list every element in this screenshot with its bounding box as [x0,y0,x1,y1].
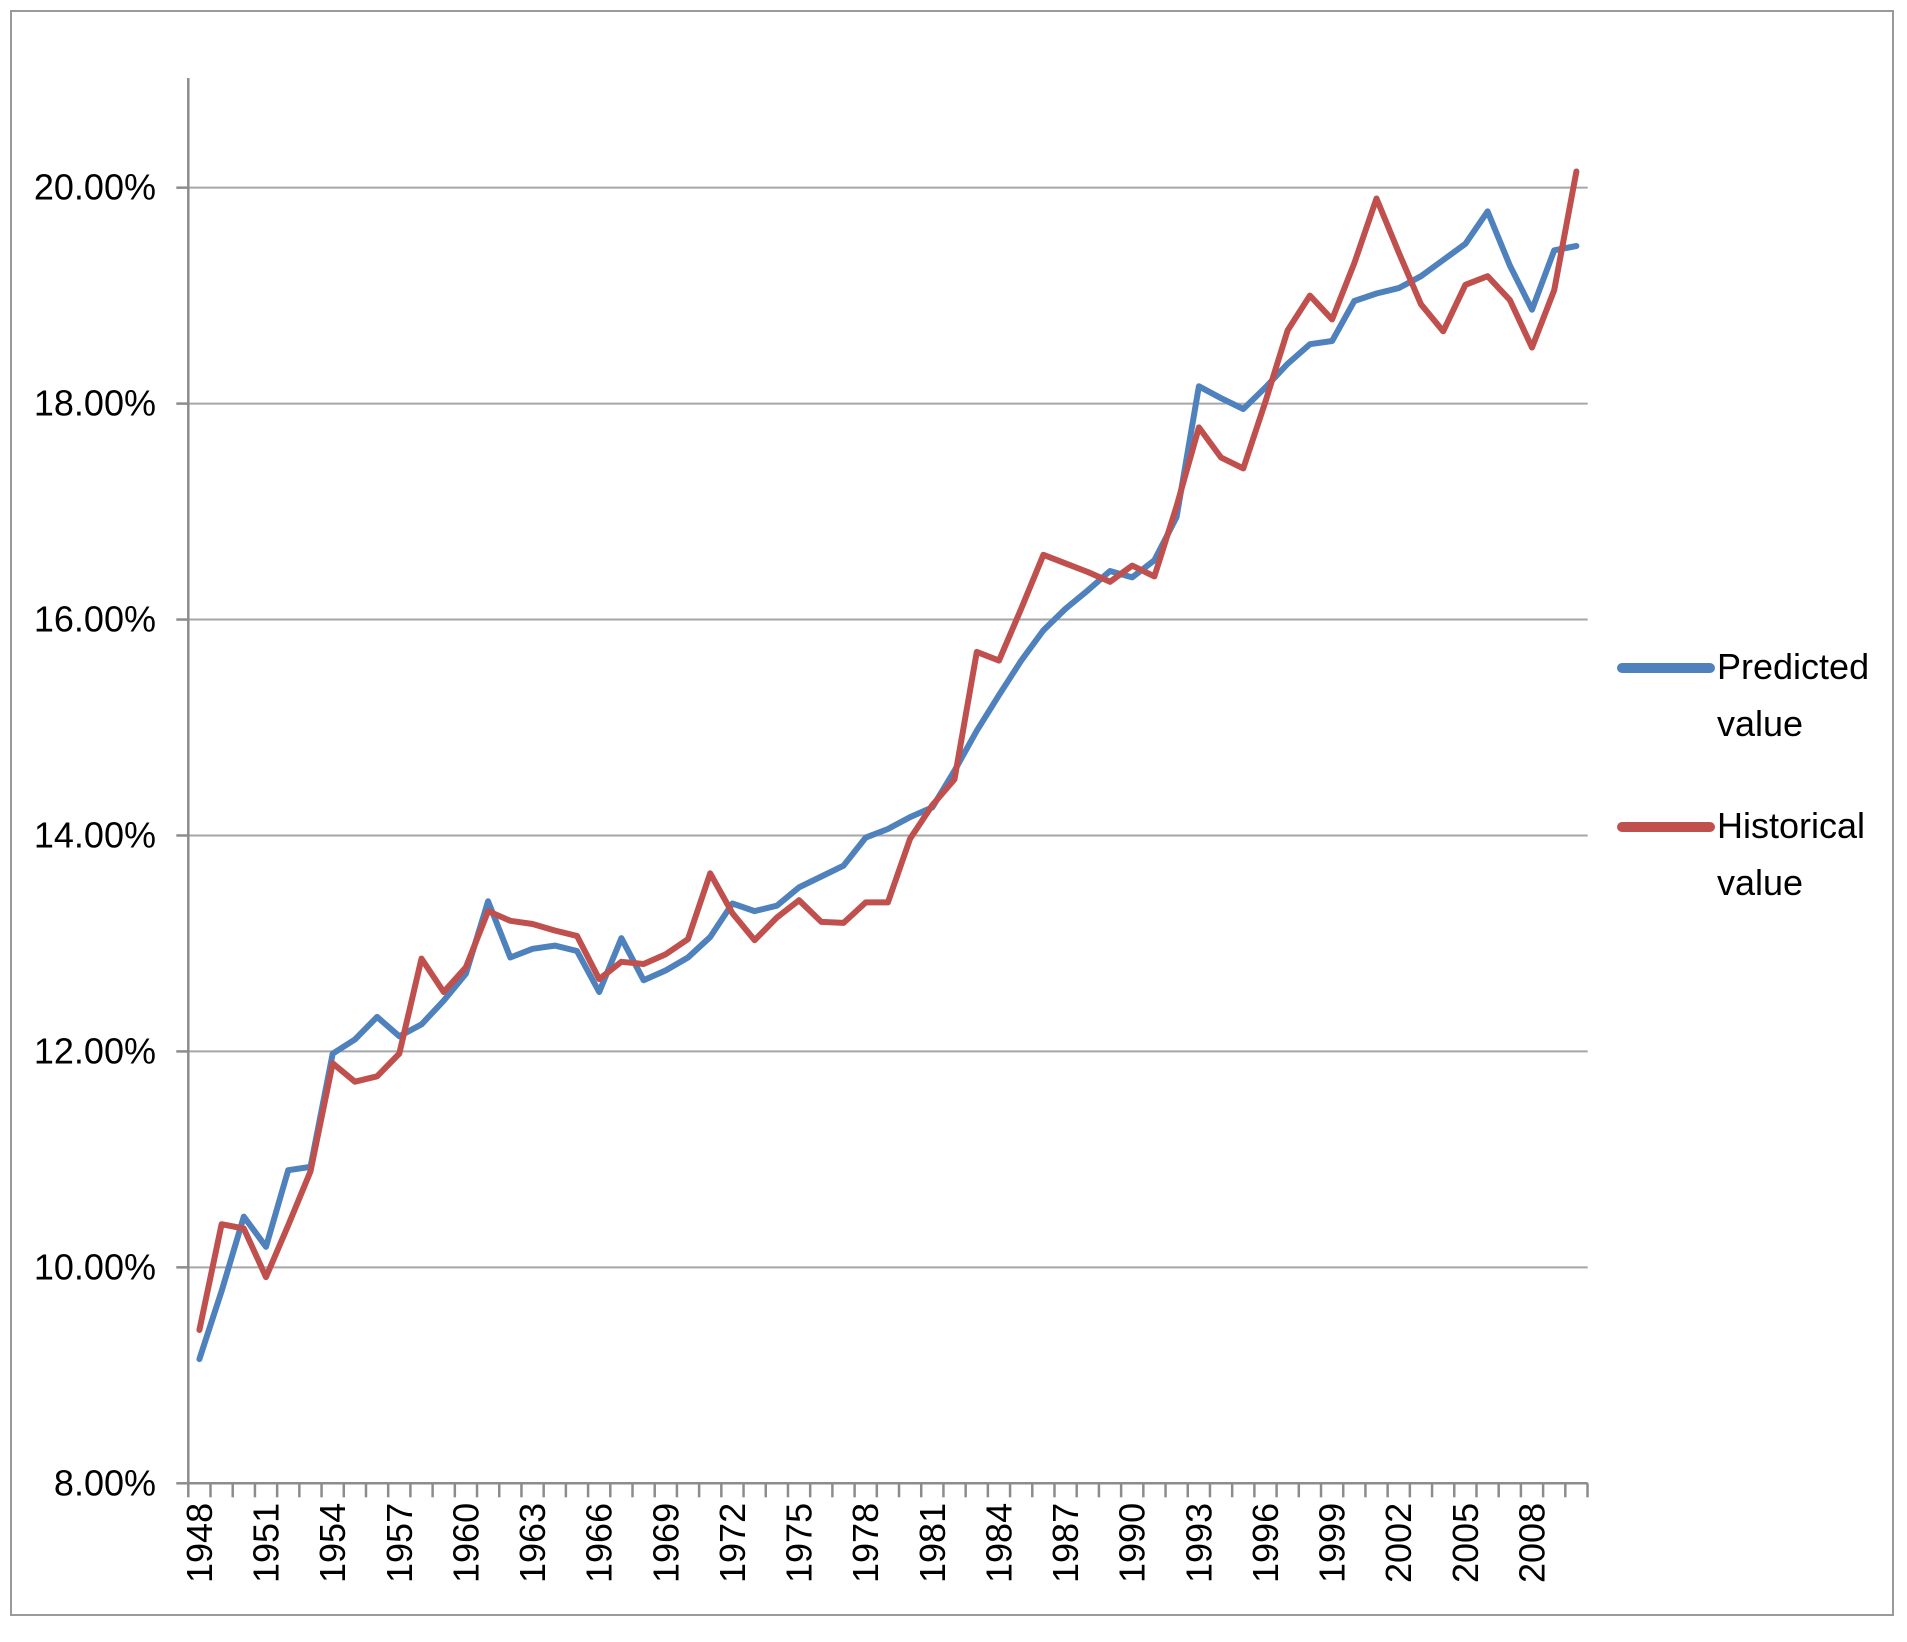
series-predicted-line [196,208,1580,1363]
x-axis-label: 1978 [845,1503,886,1583]
x-axis-label: 1990 [1112,1503,1153,1583]
x-axis-label: 1996 [1245,1503,1286,1583]
chart-border [10,10,1894,1616]
x-axis-label: 1957 [379,1503,420,1583]
y-axis-label: 16.00% [34,599,156,640]
y-axis-label: 20.00% [34,167,156,208]
y-axis-label: 8.00% [54,1462,156,1503]
x-axis-label: 1975 [779,1503,820,1583]
y-axis-label: 14.00% [34,814,156,855]
x-axis-label: 1951 [246,1503,287,1583]
legend-label: value [1717,862,1803,903]
x-axis-label: 1993 [1178,1503,1219,1583]
y-axis-label: 12.00% [34,1030,156,1071]
legend-label: value [1717,703,1803,744]
x-axis-label: 1999 [1312,1503,1353,1583]
x-axis-label: 1984 [978,1503,1019,1583]
legend-label: Predicted [1717,646,1869,687]
x-axis-label: 1948 [179,1503,220,1583]
legend-label: Historical [1717,805,1865,846]
x-axis-label: 2002 [1378,1503,1419,1583]
x-axis-label: 1960 [445,1503,486,1583]
x-axis-label: 1981 [912,1503,953,1583]
y-axis-label: 18.00% [34,383,156,424]
series-historical-line [196,168,1580,1333]
x-axis-label: 1963 [512,1503,553,1583]
x-axis-label: 1969 [645,1503,686,1583]
x-axis-label: 1966 [579,1503,620,1583]
x-axis-label: 1954 [312,1503,353,1583]
x-axis-label: 1987 [1045,1503,1086,1583]
y-axis-label: 10.00% [34,1246,156,1287]
x-axis-label: 1972 [712,1503,753,1583]
x-axis-label: 2005 [1445,1503,1486,1583]
x-axis-label: 2008 [1512,1503,1553,1583]
